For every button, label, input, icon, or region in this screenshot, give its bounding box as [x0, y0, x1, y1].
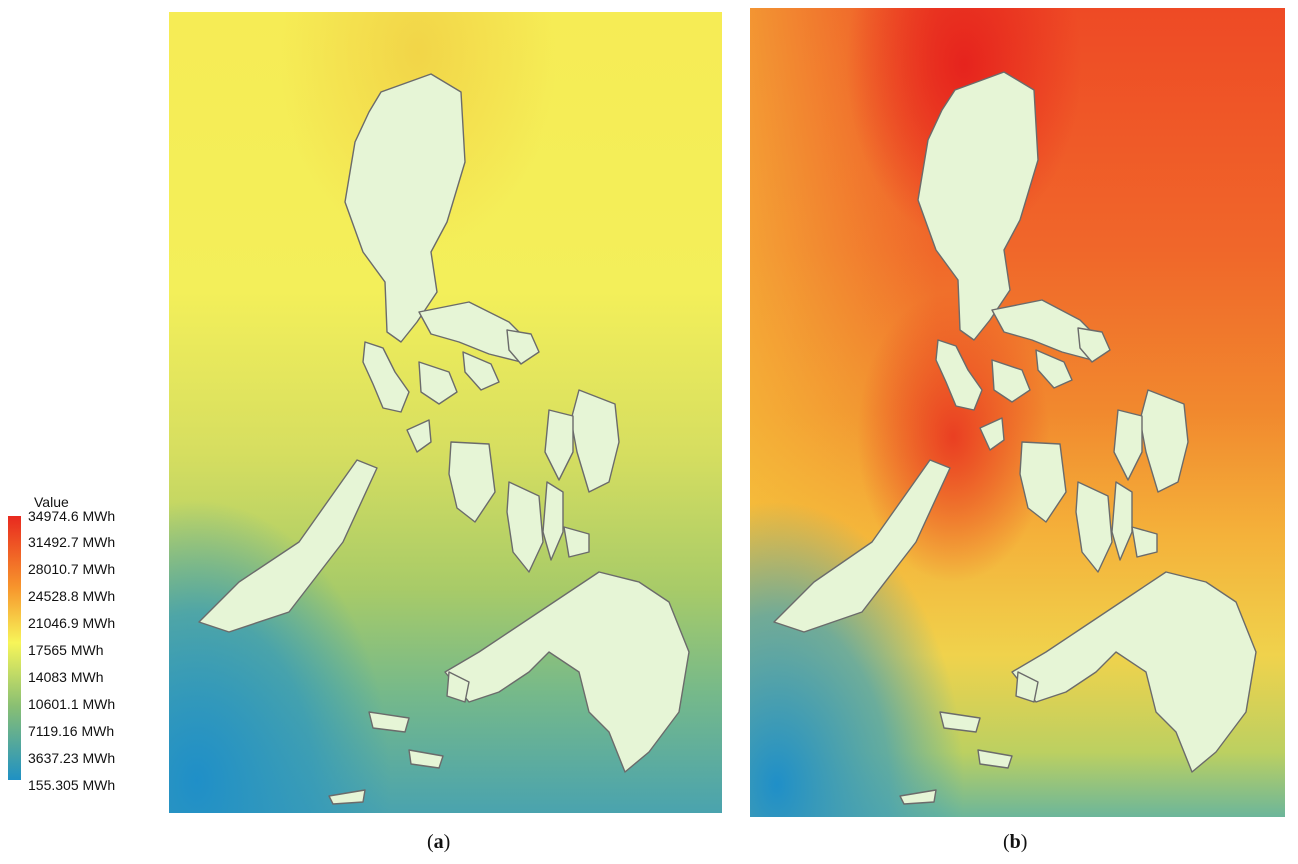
- island: [444, 571, 690, 773]
- island: [344, 73, 466, 343]
- philippines-land: [198, 73, 690, 805]
- island: [1015, 671, 1039, 703]
- island: [446, 671, 470, 703]
- legend: Value 34974.6 MWh 31492.7 MWh 28010.7 MW…: [0, 492, 168, 810]
- island: [1077, 327, 1111, 363]
- island: [1035, 349, 1073, 389]
- island: [198, 459, 378, 633]
- panel-caption-a: (a): [427, 831, 451, 853]
- heatmap-a: [169, 12, 722, 813]
- island: [544, 409, 574, 481]
- island: [1019, 441, 1067, 523]
- legend-label: 34974.6 MWh: [28, 508, 116, 524]
- heatmap-b: [750, 8, 1285, 817]
- island: [563, 526, 590, 558]
- map-panel-b: [750, 8, 1285, 817]
- island: [506, 329, 540, 365]
- island: [917, 71, 1039, 341]
- island: [362, 341, 410, 413]
- legend-label: 7119.16 MWh: [28, 723, 115, 739]
- island: [1111, 481, 1133, 561]
- legend-label: 21046.9 MWh: [28, 615, 116, 631]
- island: [542, 481, 564, 561]
- legend-label: 17565 MWh: [28, 642, 104, 658]
- island: [462, 351, 500, 391]
- legend-title: Value: [34, 494, 69, 510]
- legend-color-ramp: [8, 516, 21, 780]
- legend-label: 31492.7 MWh: [28, 534, 116, 550]
- legend-label: 155.305 MWh: [28, 777, 116, 793]
- island: [448, 441, 496, 523]
- island: [408, 749, 444, 769]
- island: [1131, 526, 1158, 558]
- island: [773, 459, 951, 633]
- island: [977, 749, 1013, 769]
- island: [418, 361, 458, 405]
- island: [506, 481, 544, 573]
- island: [939, 711, 981, 733]
- legend-label: 24528.8 MWh: [28, 588, 116, 604]
- legend-label: 28010.7 MWh: [28, 561, 116, 577]
- map-panel-a: [169, 12, 722, 813]
- island: [935, 339, 983, 411]
- island: [979, 417, 1005, 451]
- island: [899, 789, 937, 805]
- island: [406, 419, 432, 453]
- island: [1113, 409, 1143, 481]
- island: [328, 789, 366, 805]
- legend-label: 14083 MWh: [28, 669, 104, 685]
- panel-caption-b: (b): [1003, 831, 1028, 853]
- island: [991, 359, 1031, 403]
- legend-label: 10601.1 MWh: [28, 696, 116, 712]
- island: [1075, 481, 1113, 573]
- island: [368, 711, 410, 733]
- philippines-land: [773, 71, 1257, 805]
- island: [1011, 571, 1257, 773]
- legend-label: 3637.23 MWh: [28, 750, 116, 766]
